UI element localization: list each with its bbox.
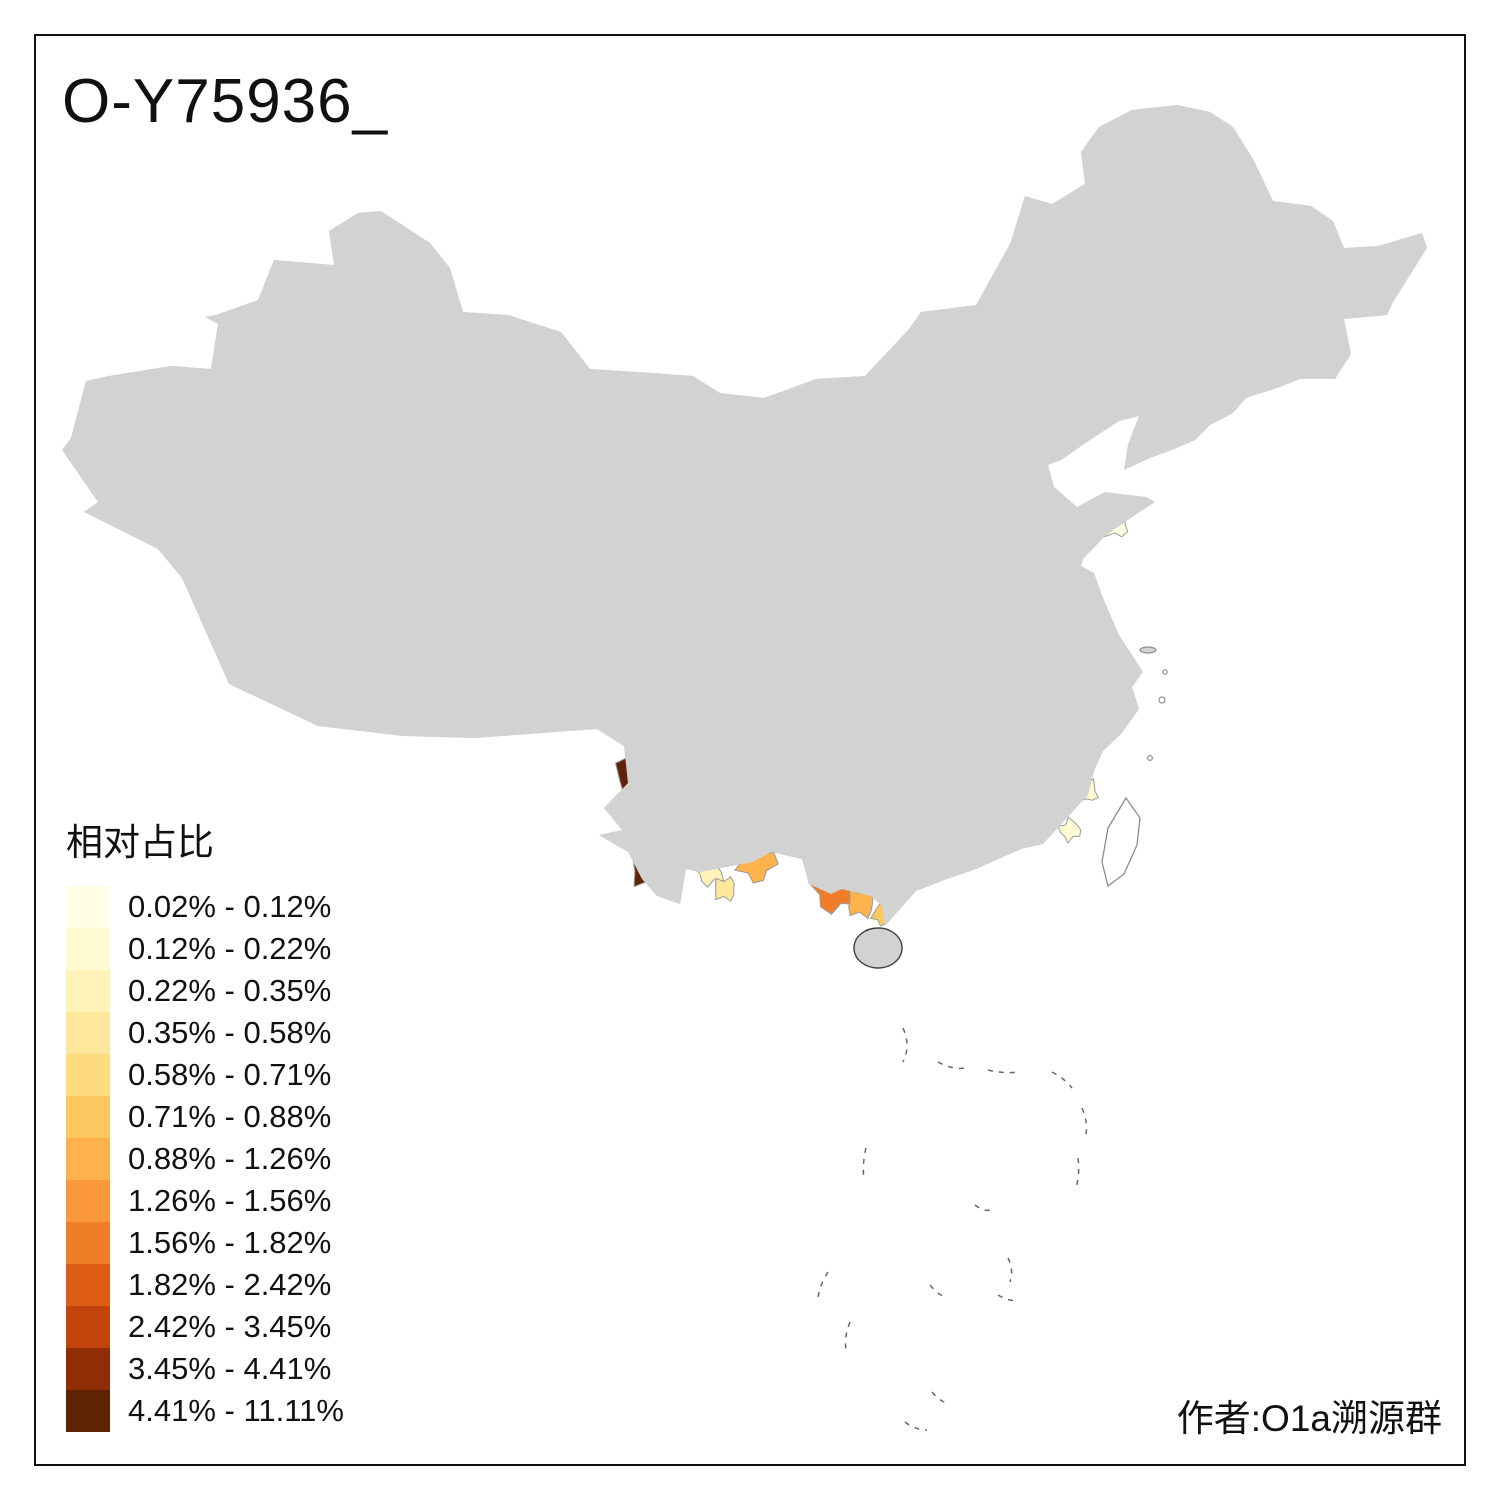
legend-label: 0.58% - 0.71%	[128, 1057, 332, 1092]
map-region	[715, 876, 735, 902]
legend-label: 0.71% - 0.88%	[128, 1099, 332, 1134]
legend-item: 1.56% - 1.82%	[66, 1222, 344, 1264]
legend-label: 0.02% - 0.12%	[128, 889, 332, 924]
legend-swatch	[66, 1306, 110, 1348]
legend-label: 4.41% - 11.11%	[128, 1393, 344, 1428]
legend-swatch	[66, 1012, 110, 1054]
legend-item: 2.42% - 3.45%	[66, 1306, 344, 1348]
legend-item: 0.22% - 0.35%	[66, 970, 344, 1012]
south-china-sea-dashes	[817, 1027, 1088, 1431]
legend-swatch	[66, 1348, 110, 1390]
legend-label: 3.45% - 4.41%	[128, 1351, 332, 1386]
legend-item: 0.71% - 0.88%	[66, 1096, 344, 1138]
legend-item: 0.02% - 0.12%	[66, 886, 344, 928]
chart-title: O-Y75936_	[62, 67, 389, 136]
legend-label: 0.35% - 0.58%	[128, 1015, 332, 1050]
legend-item: 0.12% - 0.22%	[66, 928, 344, 970]
china-outline-stroke	[61, 104, 1428, 927]
legend-item: 1.26% - 1.56%	[66, 1180, 344, 1222]
legend-item: 0.88% - 1.26%	[66, 1138, 344, 1180]
legend-swatch	[66, 1264, 110, 1306]
legend-items: 0.02% - 0.12% 0.12% - 0.22% 0.22% - 0.35% 0…	[66, 886, 344, 1432]
legend-swatch	[66, 1390, 110, 1432]
legend-swatch	[66, 1222, 110, 1264]
legend-label: 0.22% - 0.35%	[128, 973, 332, 1008]
coastal-islets	[1139, 646, 1168, 761]
legend-label: 1.26% - 1.56%	[128, 1183, 332, 1218]
legend-label: 1.56% - 1.82%	[128, 1225, 332, 1260]
legend-swatch	[66, 970, 110, 1012]
legend-label: 1.82% - 2.42%	[128, 1267, 332, 1302]
legend-label: 0.88% - 1.26%	[128, 1141, 332, 1176]
attribution: 作者:O1a溯源群	[1176, 1398, 1442, 1439]
legend-swatch	[66, 1138, 110, 1180]
legend-item: 3.45% - 4.41%	[66, 1348, 344, 1390]
hainan-island	[853, 927, 903, 969]
legend-item: 0.58% - 0.71%	[66, 1054, 344, 1096]
legend-swatch	[66, 886, 110, 928]
legend-item: 1.82% - 2.42%	[66, 1264, 344, 1306]
legend-swatch	[66, 1096, 110, 1138]
legend-title: 相对占比	[66, 822, 214, 863]
legend-label: 0.12% - 0.22%	[128, 931, 332, 966]
legend-swatch	[66, 1054, 110, 1096]
legend-swatch	[66, 1180, 110, 1222]
legend: 相对占比 0.02% - 0.12% 0.12% - 0.22% 0.22% - 0…	[66, 812, 344, 1432]
legend-item: 0.35% - 0.58%	[66, 1012, 344, 1054]
legend-label: 2.42% - 3.45%	[128, 1309, 332, 1344]
legend-swatch	[66, 928, 110, 970]
taiwan-island	[1101, 796, 1141, 888]
map-region	[1057, 816, 1082, 844]
legend-item: 4.41% - 11.11%	[66, 1390, 344, 1432]
